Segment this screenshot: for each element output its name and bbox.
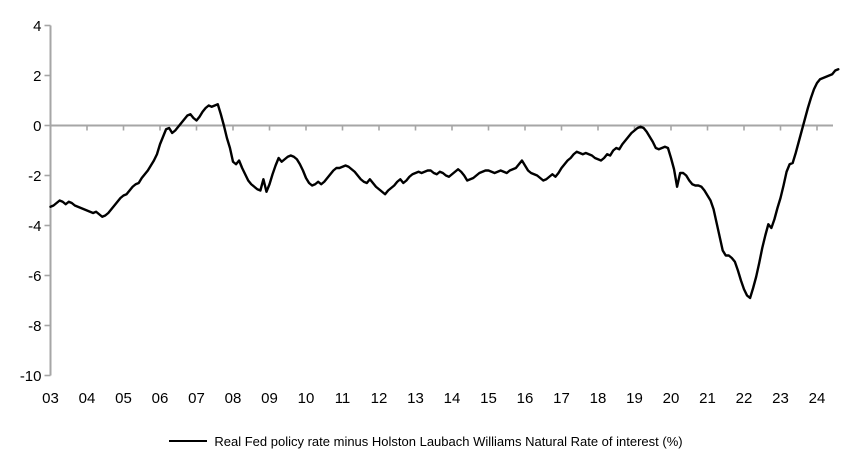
- y-axis-label: -8: [28, 318, 41, 335]
- x-axis-label: 03: [42, 390, 59, 407]
- x-axis-label: 09: [261, 390, 278, 407]
- x-axis-label: 17: [553, 390, 570, 407]
- x-axis-label: 20: [663, 390, 680, 407]
- x-axis-label: 04: [79, 390, 96, 407]
- x-axis-label: 23: [772, 390, 789, 407]
- x-axis-label: 13: [407, 390, 424, 407]
- y-axis-label: -10: [20, 368, 42, 385]
- x-axis-label: 22: [736, 390, 753, 407]
- x-axis-label: 05: [115, 390, 132, 407]
- x-axis-label: 11: [335, 390, 351, 407]
- x-axis-label: 21: [699, 390, 716, 407]
- x-axis-label: 10: [298, 390, 315, 407]
- x-axis-label: 24: [809, 390, 826, 407]
- y-axis-label: -4: [28, 218, 41, 235]
- x-axis-label: 14: [444, 390, 461, 407]
- x-axis-label: 12: [371, 390, 388, 407]
- x-axis-label: 19: [626, 390, 643, 407]
- data-line: [49, 68, 840, 300]
- x-axis-label: 06: [152, 390, 169, 407]
- legend-label: Real Fed policy rate minus Holston Lauba…: [214, 433, 683, 449]
- x-axis-label: 18: [590, 390, 607, 407]
- plot-area: 03 04 05 06 07 08 09 10 11 12 13 14 15 16 17 18 19 20 21 22…: [20, 18, 840, 407]
- x-axis-label: 16: [517, 390, 534, 407]
- x-axis-label: 15: [480, 390, 497, 407]
- y-axis-label: -2: [28, 168, 41, 185]
- legend-line-marker: [169, 440, 208, 442]
- y-axis-label: 4: [33, 18, 41, 35]
- y-axis-label: -6: [28, 268, 41, 285]
- legend: Real Fed policy rate minus Holston Lauba…: [0, 431, 852, 451]
- y-axis-label: 2: [33, 68, 41, 85]
- y-axis-label: 0: [33, 118, 41, 135]
- x-axis-label: 08: [225, 390, 242, 407]
- x-axis-label: 07: [188, 390, 205, 407]
